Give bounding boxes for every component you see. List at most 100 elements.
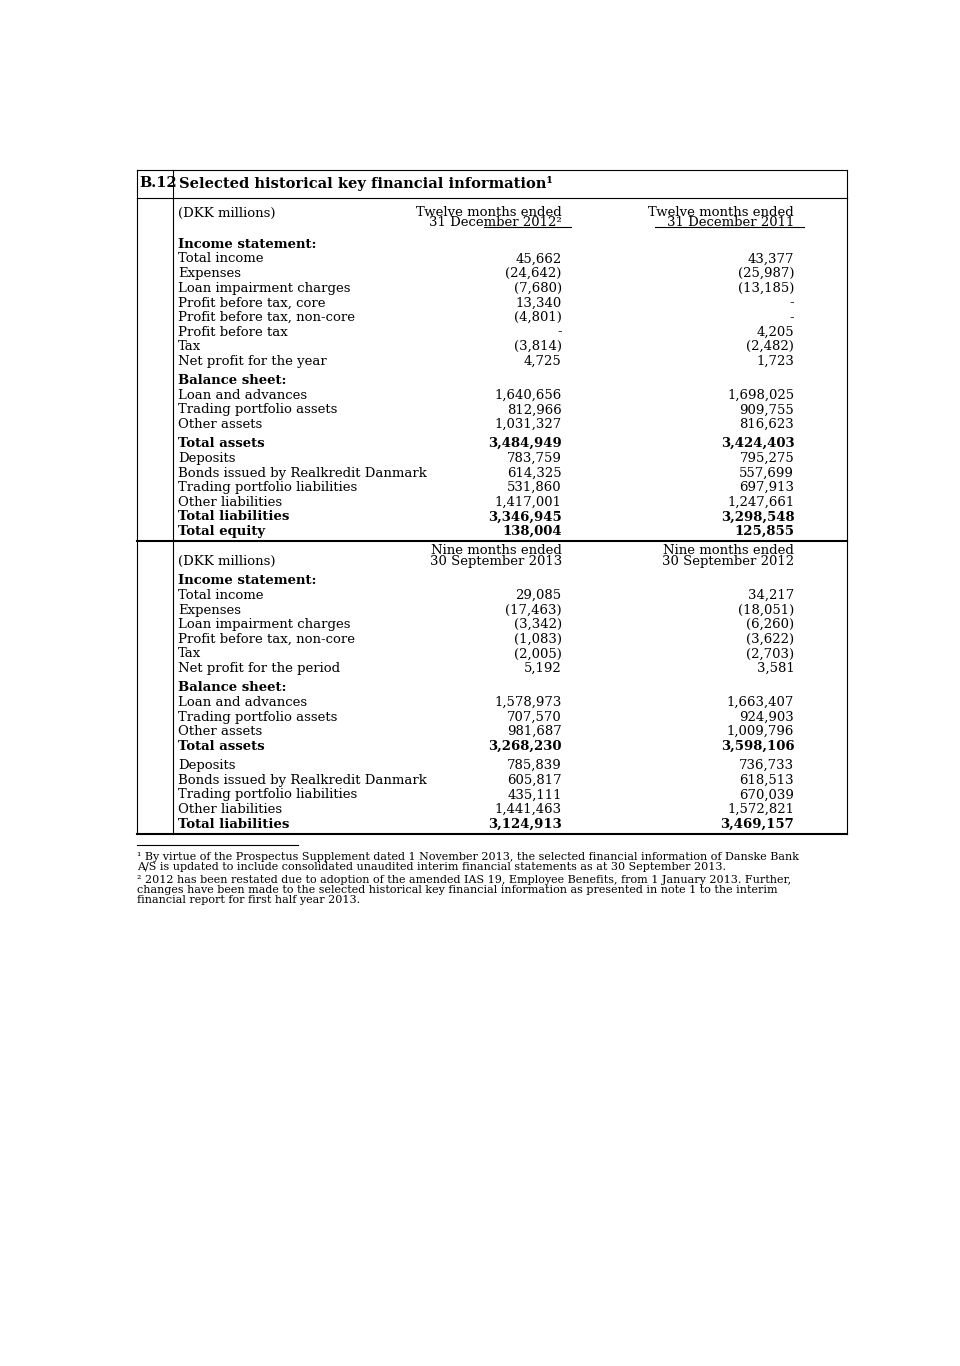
Text: 30 September 2013: 30 September 2013	[429, 555, 562, 568]
Text: (2,703): (2,703)	[746, 647, 794, 661]
Text: (13,185): (13,185)	[738, 281, 794, 295]
Text: Net profit for the period: Net profit for the period	[179, 663, 340, 675]
Text: 1,417,001: 1,417,001	[494, 496, 562, 508]
Text: Profit before tax: Profit before tax	[179, 325, 288, 339]
Text: (DKK millions): (DKK millions)	[179, 208, 276, 220]
Text: B.12: B.12	[139, 176, 178, 190]
Text: 29,085: 29,085	[516, 589, 562, 602]
Text: 13,340: 13,340	[516, 296, 562, 309]
Text: Bonds issued by Realkredit Danmark: Bonds issued by Realkredit Danmark	[179, 467, 427, 479]
Text: (3,342): (3,342)	[514, 619, 562, 631]
Text: 3,469,157: 3,469,157	[721, 818, 794, 831]
Text: Nine months ended: Nine months ended	[431, 544, 562, 557]
Text: 1,009,796: 1,009,796	[727, 725, 794, 738]
Text: 3,581: 3,581	[756, 663, 794, 675]
Text: 1,572,821: 1,572,821	[728, 803, 794, 816]
Text: 3,298,548: 3,298,548	[721, 511, 794, 523]
Text: (4,801): (4,801)	[514, 311, 562, 324]
Text: 909,755: 909,755	[739, 403, 794, 417]
Text: 1,663,407: 1,663,407	[727, 697, 794, 709]
Text: 4,205: 4,205	[756, 325, 794, 339]
Text: 3,124,913: 3,124,913	[488, 818, 562, 831]
Text: Loan and advances: Loan and advances	[179, 389, 307, 402]
Text: Income statement:: Income statement:	[179, 238, 317, 251]
Text: Profit before tax, non-core: Profit before tax, non-core	[179, 632, 355, 646]
Text: Trading portfolio liabilities: Trading portfolio liabilities	[179, 481, 357, 494]
Text: Selected historical key financial information¹: Selected historical key financial inform…	[179, 176, 553, 191]
Text: financial report for first half year 2013.: financial report for first half year 201…	[137, 895, 360, 904]
Text: 3,598,106: 3,598,106	[721, 740, 794, 753]
Text: 924,903: 924,903	[739, 710, 794, 724]
Text: Other liabilities: Other liabilities	[179, 803, 282, 816]
Text: Nine months ended: Nine months ended	[663, 544, 794, 557]
Text: Tax: Tax	[179, 647, 202, 661]
Text: 4,725: 4,725	[524, 355, 562, 367]
Text: 31 December 2012²: 31 December 2012²	[429, 216, 562, 229]
Text: -: -	[790, 311, 794, 324]
Text: Trading portfolio assets: Trading portfolio assets	[179, 403, 338, 417]
Text: Expenses: Expenses	[179, 604, 241, 616]
Text: changes have been made to the selected historical key financial information as p: changes have been made to the selected h…	[137, 885, 778, 895]
Text: A/S is updated to include consolidated unaudited interim financial statements as: A/S is updated to include consolidated u…	[137, 862, 726, 873]
Text: 5,192: 5,192	[524, 663, 562, 675]
Text: (17,463): (17,463)	[505, 604, 562, 616]
Text: (18,051): (18,051)	[738, 604, 794, 616]
Text: (DKK millions): (DKK millions)	[179, 555, 276, 568]
Text: 31 December 2011: 31 December 2011	[667, 216, 794, 229]
Text: 1,640,656: 1,640,656	[494, 389, 562, 402]
Text: 30 September 2012: 30 September 2012	[662, 555, 794, 568]
Text: 1,247,661: 1,247,661	[727, 496, 794, 508]
Text: Trading portfolio assets: Trading portfolio assets	[179, 710, 338, 724]
Text: (25,987): (25,987)	[737, 268, 794, 280]
Text: 783,759: 783,759	[507, 452, 562, 464]
Text: Other assets: Other assets	[179, 725, 262, 738]
Text: 34,217: 34,217	[748, 589, 794, 602]
Text: 670,039: 670,039	[739, 788, 794, 802]
Text: -: -	[790, 296, 794, 309]
Text: Total liabilities: Total liabilities	[179, 818, 290, 831]
Text: 816,623: 816,623	[739, 418, 794, 432]
Text: 697,913: 697,913	[739, 481, 794, 494]
Text: 1,698,025: 1,698,025	[727, 389, 794, 402]
Text: 795,275: 795,275	[739, 452, 794, 464]
Text: Tax: Tax	[179, 340, 202, 354]
Text: 981,687: 981,687	[507, 725, 562, 738]
Text: 614,325: 614,325	[507, 467, 562, 479]
Text: (2,005): (2,005)	[514, 647, 562, 661]
Text: 785,839: 785,839	[507, 759, 562, 772]
Text: Income statement:: Income statement:	[179, 574, 317, 587]
Text: Balance sheet:: Balance sheet:	[179, 374, 287, 387]
Text: 605,817: 605,817	[507, 773, 562, 787]
Text: Loan impairment charges: Loan impairment charges	[179, 281, 350, 295]
Text: (1,083): (1,083)	[514, 632, 562, 646]
Text: 812,966: 812,966	[507, 403, 562, 417]
Text: Loan and advances: Loan and advances	[179, 697, 307, 709]
Text: Deposits: Deposits	[179, 452, 235, 464]
Text: (24,642): (24,642)	[505, 268, 562, 280]
Text: Total liabilities: Total liabilities	[179, 511, 290, 523]
Text: ¹ By virtue of the Prospectus Supplement dated 1 November 2013, the selected fin: ¹ By virtue of the Prospectus Supplement…	[137, 852, 799, 862]
Text: 618,513: 618,513	[739, 773, 794, 787]
Text: (2,482): (2,482)	[746, 340, 794, 354]
Text: 1,031,327: 1,031,327	[494, 418, 562, 432]
Text: 435,111: 435,111	[507, 788, 562, 802]
Text: Total assets: Total assets	[179, 437, 265, 451]
Text: 1,723: 1,723	[756, 355, 794, 367]
Text: 736,733: 736,733	[739, 759, 794, 772]
Text: 45,662: 45,662	[516, 253, 562, 265]
Text: Total income: Total income	[179, 253, 264, 265]
Text: 3,268,230: 3,268,230	[489, 740, 562, 753]
Text: -: -	[557, 325, 562, 339]
Text: 1,578,973: 1,578,973	[494, 697, 562, 709]
Text: 125,855: 125,855	[734, 525, 794, 538]
Text: Trading portfolio liabilities: Trading portfolio liabilities	[179, 788, 357, 802]
Text: Other liabilities: Other liabilities	[179, 496, 282, 508]
Text: Twelve months ended: Twelve months ended	[416, 205, 562, 219]
Text: Bonds issued by Realkredit Danmark: Bonds issued by Realkredit Danmark	[179, 773, 427, 787]
Text: Deposits: Deposits	[179, 759, 235, 772]
Text: 43,377: 43,377	[748, 253, 794, 265]
Text: Twelve months ended: Twelve months ended	[649, 205, 794, 219]
Text: 531,860: 531,860	[507, 481, 562, 494]
Text: (7,680): (7,680)	[514, 281, 562, 295]
Text: Total income: Total income	[179, 589, 264, 602]
